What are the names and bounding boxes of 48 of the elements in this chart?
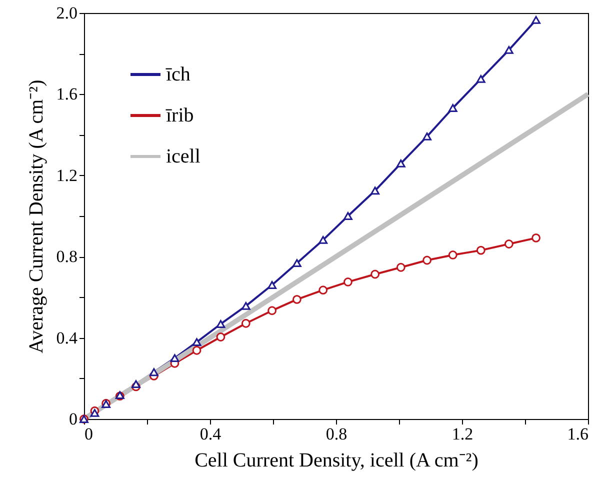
point — [268, 306, 277, 316]
point — [370, 186, 380, 195]
point — [476, 246, 486, 255]
point — [192, 346, 202, 355]
point — [504, 240, 514, 248]
point — [241, 302, 250, 310]
x-tick-label: 0.4 — [200, 424, 222, 444]
point — [216, 320, 226, 328]
point — [532, 233, 540, 242]
point — [396, 159, 406, 168]
point — [396, 262, 406, 272]
x-axis-title: Cell Current Density, icell (A cm⁻²) — [194, 450, 478, 472]
point — [149, 368, 158, 376]
point — [370, 270, 380, 279]
point — [344, 212, 352, 220]
x-tick-label: 1.2 — [452, 424, 474, 444]
point — [268, 281, 277, 289]
x-tick-label: 0.8 — [326, 424, 348, 444]
point — [344, 278, 352, 286]
y-tick-label: 2.0 — [56, 4, 78, 22]
point — [292, 259, 302, 268]
y-tick-label: 0.8 — [56, 247, 78, 266]
legend-label: īch — [165, 64, 190, 86]
x-tick-label: 1.6 — [567, 424, 588, 444]
y-tick-label: 0.4 — [56, 328, 78, 348]
legend-label: īrib — [165, 104, 194, 126]
point — [422, 256, 432, 265]
point — [422, 132, 432, 140]
point — [192, 338, 202, 346]
y-axis-title: Average Current Density (A cm⁻²) — [25, 80, 48, 354]
point — [170, 354, 180, 362]
point — [90, 408, 100, 417]
legend-label: icell — [166, 146, 201, 168]
point — [318, 286, 328, 295]
y-tick-label: 1.6 — [56, 84, 78, 104]
point — [318, 236, 328, 244]
y-tick-label: 0 — [69, 410, 78, 428]
point — [292, 294, 302, 304]
point — [448, 250, 458, 260]
point — [476, 75, 486, 83]
point — [532, 16, 540, 24]
x-tick-label: 0 — [84, 424, 93, 444]
point — [216, 332, 226, 342]
point — [504, 46, 514, 54]
point — [132, 380, 140, 388]
point — [448, 104, 458, 112]
point — [241, 318, 250, 328]
y-tick-label: 1.2 — [56, 166, 78, 185]
